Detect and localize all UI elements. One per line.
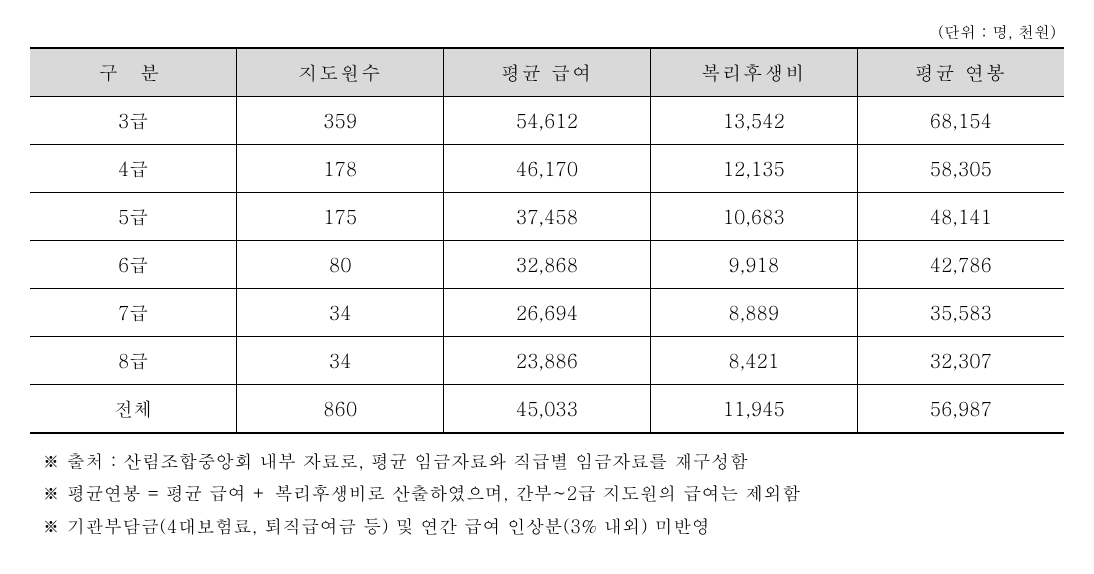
cell-welfare: 8,889: [650, 289, 857, 337]
col-header-count: 지도원수: [237, 48, 444, 97]
footnote-exclusion: ※ 기관부담금(4대보험료, 퇴직급여금 등) 및 연간 급여 인상분(3% 내…: [42, 511, 1064, 543]
footnote-source: ※ 출처 : 산림조합중앙회 내부 자료로, 평균 임금자료와 직급별 임금자료…: [42, 446, 1064, 478]
cell-avg-annual: 56,987: [857, 385, 1064, 434]
col-header-welfare: 복리후생비: [650, 48, 857, 97]
cell-avg-annual: 42,786: [857, 241, 1064, 289]
cell-avg-annual: 68,154: [857, 97, 1064, 145]
table-row: 4급 178 46,170 12,135 58,305: [30, 145, 1064, 193]
cell-avg-salary: 32,868: [444, 241, 651, 289]
footnotes: ※ 출처 : 산림조합중앙회 내부 자료로, 평균 임금자료와 직급별 임금자료…: [30, 446, 1064, 543]
cell-category: 6급: [30, 241, 237, 289]
table-row: 3급 359 54,612 13,542 68,154: [30, 97, 1064, 145]
table-row: 7급 34 26,694 8,889 35,583: [30, 289, 1064, 337]
cell-avg-annual: 35,583: [857, 289, 1064, 337]
table-header-row: 구 분 지도원수 평균 급여 복리후생비 평균 연봉: [30, 48, 1064, 97]
unit-label: (단위 : 명, 천원): [30, 20, 1064, 43]
table-row: 8급 34 23,886 8,421 32,307: [30, 337, 1064, 385]
cell-count: 34: [237, 337, 444, 385]
cell-category: 3급: [30, 97, 237, 145]
cell-count: 80: [237, 241, 444, 289]
cell-welfare: 12,135: [650, 145, 857, 193]
footnote-formula: ※ 평균연봉 = 평균 급여 + 복리후생비로 산출하였으며, 간부~2급 지도…: [42, 478, 1064, 510]
table-row-total: 전체 860 45,033 11,945 56,987: [30, 385, 1064, 434]
cell-welfare: 8,421: [650, 337, 857, 385]
cell-avg-salary: 26,694: [444, 289, 651, 337]
cell-count: 34: [237, 289, 444, 337]
col-header-avg-annual: 평균 연봉: [857, 48, 1064, 97]
cell-category: 7급: [30, 289, 237, 337]
cell-avg-annual: 48,141: [857, 193, 1064, 241]
cell-count: 359: [237, 97, 444, 145]
table-row: 5급 175 37,458 10,683 48,141: [30, 193, 1064, 241]
cell-count: 860: [237, 385, 444, 434]
col-header-avg-salary: 평균 급여: [444, 48, 651, 97]
cell-count: 178: [237, 145, 444, 193]
cell-welfare: 13,542: [650, 97, 857, 145]
cell-welfare: 10,683: [650, 193, 857, 241]
cell-avg-salary: 23,886: [444, 337, 651, 385]
cell-avg-salary: 46,170: [444, 145, 651, 193]
cell-avg-salary: 37,458: [444, 193, 651, 241]
cell-category: 4급: [30, 145, 237, 193]
cell-avg-salary: 45,033: [444, 385, 651, 434]
cell-count: 175: [237, 193, 444, 241]
cell-avg-salary: 54,612: [444, 97, 651, 145]
col-header-category: 구 분: [30, 48, 237, 97]
cell-category: 8급: [30, 337, 237, 385]
table-row: 6급 80 32,868 9,918 42,786: [30, 241, 1064, 289]
cell-avg-annual: 58,305: [857, 145, 1064, 193]
cell-category: 전체: [30, 385, 237, 434]
cell-welfare: 11,945: [650, 385, 857, 434]
cell-welfare: 9,918: [650, 241, 857, 289]
salary-table: 구 분 지도원수 평균 급여 복리후생비 평균 연봉 3급 359 54,612…: [30, 47, 1064, 434]
cell-category: 5급: [30, 193, 237, 241]
cell-avg-annual: 32,307: [857, 337, 1064, 385]
